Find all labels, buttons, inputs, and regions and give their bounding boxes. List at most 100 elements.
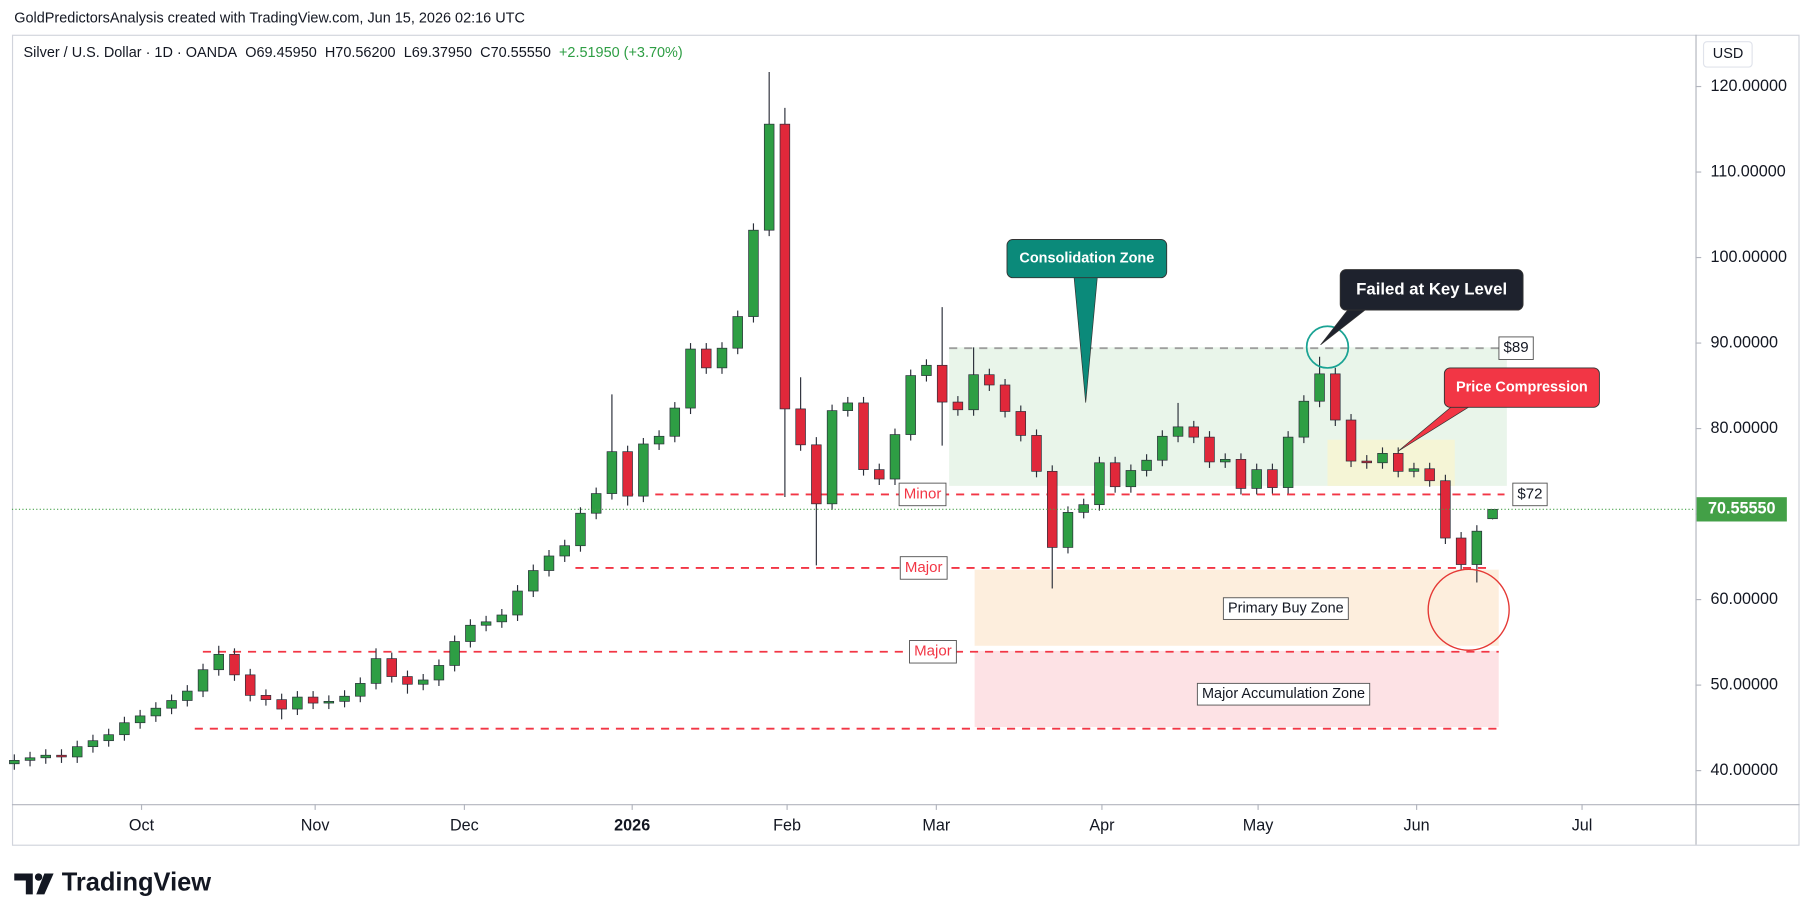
candle-body	[984, 374, 995, 386]
candle-body	[779, 123, 791, 410]
levels	[194, 347, 1505, 730]
candle-body	[465, 624, 476, 642]
candle-body	[1015, 411, 1027, 436]
logo-mark	[34, 873, 43, 881]
x-tick-label: 2026	[614, 816, 650, 834]
candle-body	[1455, 537, 1467, 565]
y-tick-label: 80.00000	[1710, 419, 1778, 437]
level-label-box	[898, 482, 947, 507]
candle-body	[622, 451, 633, 497]
candle-body	[402, 676, 413, 685]
candle-body	[858, 402, 869, 470]
callout-box	[1006, 239, 1168, 279]
candle-body	[826, 410, 838, 505]
legend-value: L69.37950	[404, 45, 472, 61]
candles	[9, 71, 1498, 770]
candle-body	[732, 316, 743, 349]
candle-body	[1424, 468, 1435, 482]
candle-body	[638, 443, 649, 497]
candle-body	[590, 493, 602, 514]
highlight-circle	[1305, 325, 1350, 369]
candle-body	[71, 746, 83, 758]
level-label-box	[909, 640, 957, 664]
candle-body	[229, 653, 240, 676]
candle-body	[905, 375, 916, 435]
candle-body	[669, 407, 681, 437]
candle-body	[1220, 459, 1231, 463]
level-label: Major	[914, 643, 952, 660]
candle-body	[292, 696, 303, 710]
candle-body	[575, 512, 586, 547]
candle-body	[87, 740, 99, 748]
currency-box[interactable]	[1702, 41, 1753, 68]
candle-body	[1330, 373, 1341, 421]
candle-body	[1251, 469, 1262, 489]
currency[interactable]: USD	[1713, 46, 1744, 62]
candle-body	[999, 384, 1011, 412]
callout-text: Failed at Key Level	[1356, 279, 1507, 298]
candle-body	[103, 734, 114, 742]
candle-body	[480, 621, 492, 626]
zone-label-box	[1196, 682, 1371, 706]
level-label: $72	[1517, 485, 1542, 502]
candle-body	[182, 690, 193, 701]
candle-body	[1094, 462, 1105, 506]
candle-body	[1298, 400, 1310, 438]
candle-body	[339, 695, 350, 702]
level-label: $89	[1504, 339, 1529, 356]
candle-body	[606, 451, 618, 494]
legend-title: Silver / U.S. Dollar · 1D · OANDA	[24, 45, 238, 61]
candle-body	[1047, 470, 1058, 548]
candle-body	[1408, 468, 1420, 472]
zone-label-box	[1222, 597, 1349, 620]
candle-body	[1392, 453, 1404, 472]
candle-body	[1487, 508, 1498, 520]
candle-body	[528, 570, 539, 592]
candle-body	[701, 348, 712, 369]
candle-body	[1377, 453, 1388, 464]
candle-body	[716, 347, 728, 369]
candle-body	[323, 701, 335, 704]
candle-body	[244, 674, 256, 696]
candle-body	[748, 229, 759, 317]
candle-body	[1345, 419, 1357, 462]
x-tick-label: Dec	[450, 816, 479, 834]
brand: TradingView	[62, 869, 212, 897]
logo-mark	[36, 873, 54, 895]
y-tick-label: 40.00000	[1710, 761, 1778, 779]
callout-text: Consolidation Zone	[1019, 250, 1154, 266]
callout-box	[1443, 367, 1600, 408]
candle-body	[56, 754, 67, 758]
candle-body	[1109, 462, 1121, 488]
candle-body	[134, 715, 146, 724]
candle-body	[968, 374, 979, 411]
legend-value: O69.45950	[245, 45, 317, 61]
callout-box	[1339, 269, 1524, 311]
y-tick-label: 50.00000	[1710, 675, 1778, 693]
legend-value: +2.51950 (+3.70%)	[559, 45, 683, 61]
candle-body	[811, 444, 822, 505]
x-tick-label: Jun	[1404, 816, 1430, 834]
last-price-box	[1696, 497, 1787, 522]
last-price-label: 70.55550	[1708, 500, 1776, 518]
candle-body	[842, 402, 854, 411]
candle-body	[1078, 504, 1089, 513]
candle-body	[1267, 469, 1278, 488]
candle-body	[685, 348, 696, 409]
candle-body	[1314, 373, 1325, 402]
candle-body	[355, 683, 366, 697]
candle-body	[1172, 426, 1184, 437]
candle-body	[889, 434, 901, 480]
candle-body	[936, 364, 948, 403]
level-label-box	[1512, 482, 1548, 507]
y-tick-label: 100.00000	[1710, 248, 1787, 266]
x-tick-label: Mar	[922, 816, 950, 834]
candle-body	[1031, 435, 1042, 472]
candle-body	[307, 696, 319, 704]
candle-body	[763, 123, 775, 231]
highlight-circle	[1427, 568, 1510, 651]
candle-body	[370, 658, 382, 684]
candle-body	[1471, 530, 1483, 565]
candle-body	[1188, 426, 1199, 438]
